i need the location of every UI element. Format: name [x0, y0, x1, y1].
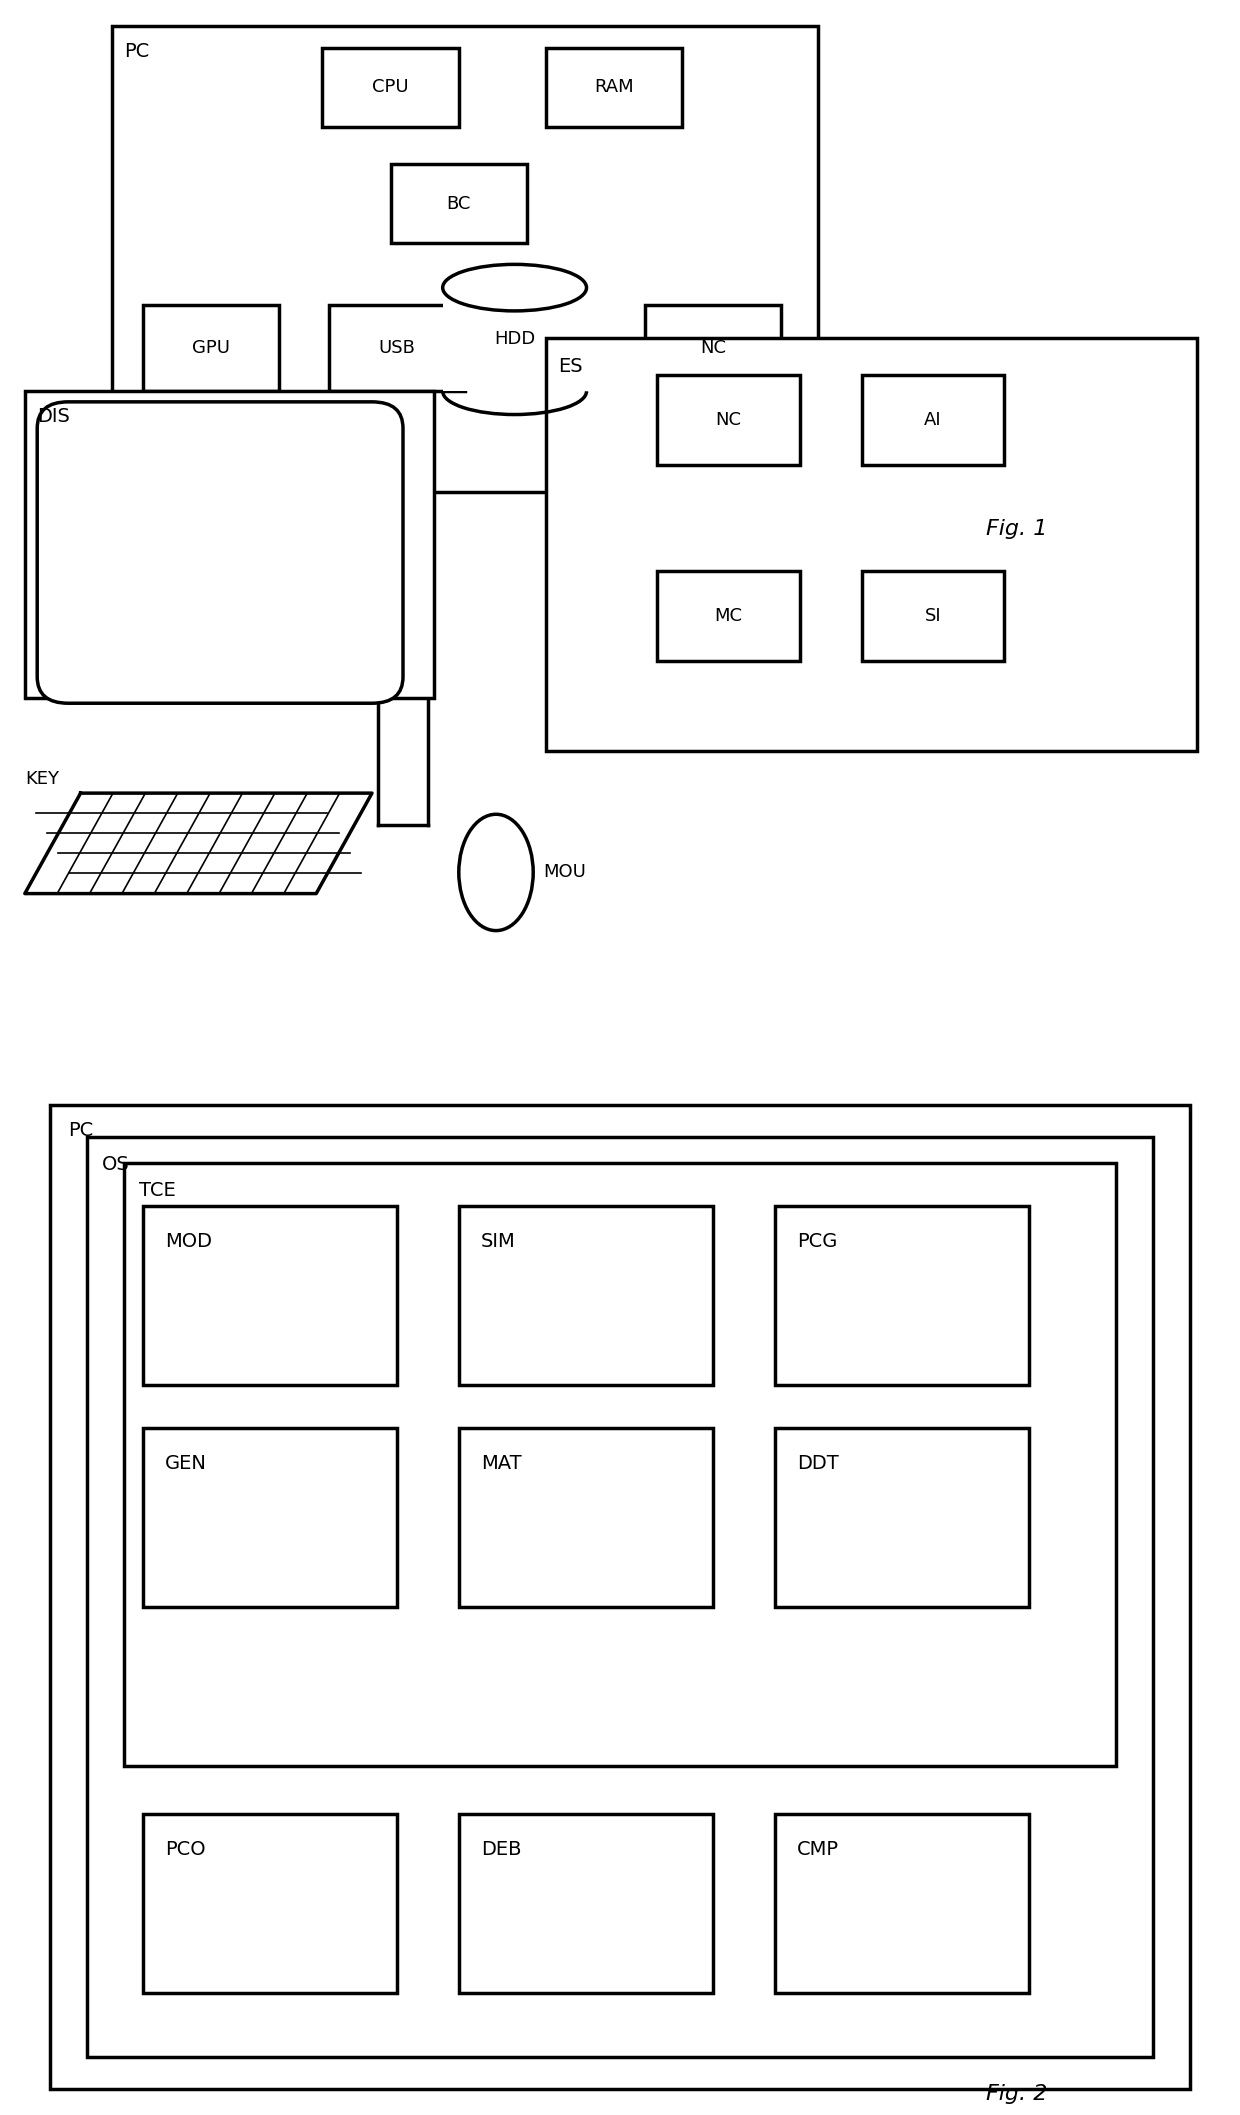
- Text: GEN: GEN: [165, 1455, 207, 1472]
- Bar: [657, 376, 800, 465]
- Bar: [645, 305, 781, 391]
- Bar: [443, 288, 587, 391]
- Text: DEB: DEB: [481, 1840, 522, 1859]
- Bar: [459, 1206, 713, 1385]
- Bar: [775, 1206, 1029, 1385]
- Text: MC: MC: [714, 607, 743, 626]
- Bar: [657, 571, 800, 660]
- Bar: [143, 1428, 397, 1607]
- Text: AI: AI: [924, 410, 942, 429]
- Bar: [391, 165, 527, 243]
- Text: Fig. 2: Fig. 2: [986, 2085, 1048, 2104]
- Bar: [775, 1813, 1029, 1992]
- Text: HDD: HDD: [494, 330, 536, 349]
- Bar: [546, 49, 682, 127]
- Bar: [775, 1428, 1029, 1607]
- Text: DDT: DDT: [797, 1455, 839, 1472]
- Text: ES: ES: [558, 357, 583, 376]
- Bar: [143, 305, 279, 391]
- Text: CPU: CPU: [372, 78, 409, 97]
- Text: PCO: PCO: [165, 1840, 206, 1859]
- Text: DIS: DIS: [37, 406, 71, 425]
- Bar: [862, 571, 1004, 660]
- Text: Fig. 1: Fig. 1: [986, 518, 1048, 539]
- Bar: [459, 1428, 713, 1607]
- Text: RAM: RAM: [594, 78, 634, 97]
- Bar: [124, 1163, 1116, 1766]
- Text: CMP: CMP: [797, 1840, 839, 1859]
- Bar: [87, 1138, 1153, 2056]
- Text: USB: USB: [378, 338, 415, 357]
- Ellipse shape: [459, 814, 533, 931]
- Text: MAT: MAT: [481, 1455, 522, 1472]
- Text: NC: NC: [715, 410, 742, 429]
- Bar: [862, 376, 1004, 465]
- Text: KEY: KEY: [25, 770, 58, 789]
- Text: GPU: GPU: [192, 338, 229, 357]
- Bar: [329, 305, 465, 391]
- Text: PC: PC: [68, 1121, 93, 1140]
- Text: PCG: PCG: [797, 1231, 838, 1250]
- FancyBboxPatch shape: [37, 402, 403, 702]
- Bar: [322, 49, 459, 127]
- Text: MOU: MOU: [543, 863, 587, 882]
- Bar: [143, 1206, 397, 1385]
- Text: SI: SI: [925, 607, 941, 626]
- Bar: [459, 1813, 713, 1992]
- Text: BC: BC: [446, 195, 471, 214]
- Bar: [546, 338, 1197, 751]
- Text: SIM: SIM: [481, 1231, 516, 1250]
- Text: NC: NC: [701, 338, 725, 357]
- Bar: [25, 391, 434, 698]
- Bar: [112, 27, 818, 493]
- Bar: [143, 1813, 397, 1992]
- Ellipse shape: [443, 264, 587, 311]
- Text: MOD: MOD: [165, 1231, 212, 1250]
- Text: OS: OS: [102, 1155, 129, 1174]
- Text: PC: PC: [124, 42, 149, 61]
- Text: TCE: TCE: [139, 1180, 176, 1199]
